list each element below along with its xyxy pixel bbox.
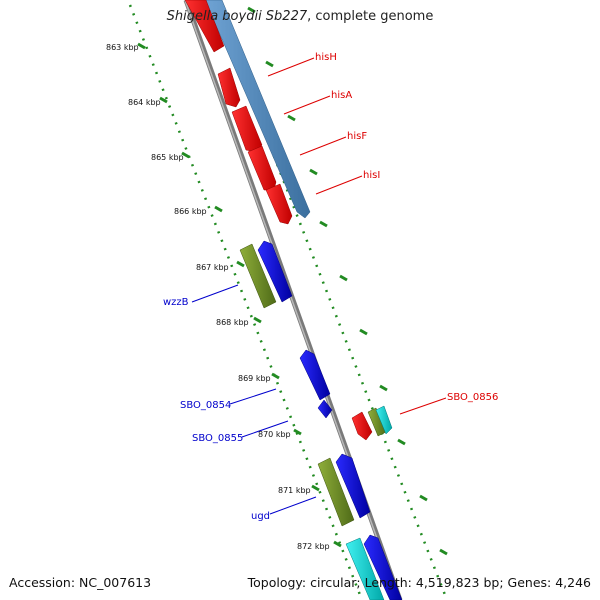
gene-label-hisH[interactable]: hisH [315, 52, 337, 63]
ruler-label-866: 866 kbp [174, 207, 207, 216]
ruler-label-869: 869 kbp [238, 374, 271, 383]
gene-blue-ugd [335, 453, 371, 519]
gene-cyan-bottom [345, 537, 385, 600]
ruler-label-865: 865 kbp [151, 153, 184, 162]
steel-blue-gene-bar [204, 0, 311, 219]
gene-red-sbo0856 [351, 411, 373, 441]
ruler-tick-marks [137, 6, 448, 556]
gene-label-SBO_0856[interactable]: SBO_0856 [447, 392, 498, 403]
gene-his-2 [217, 67, 241, 108]
gene-label-SBO_0855[interactable]: SBO_0855 [192, 433, 243, 444]
gene-label-hisI[interactable]: hisI [363, 170, 380, 181]
ruler-label-863: 863 kbp [106, 43, 139, 52]
gene-label-SBO_0854[interactable]: SBO_0854 [180, 400, 231, 411]
gene-label-ugd[interactable]: ugd [251, 511, 270, 522]
left-dotted-track [128, 4, 364, 600]
gene-green-867 [239, 243, 277, 309]
gene-blue-sbo0855 [317, 399, 333, 419]
gene-blue-867 [257, 240, 293, 303]
right-dotted-track [213, 4, 449, 600]
accession-text: Accession: NC_007613 [9, 575, 152, 590]
ruler-label-868: 868 kbp [216, 318, 249, 327]
gene-blue-sbo0854 [299, 349, 331, 401]
ruler-label-867: 867 kbp [196, 263, 229, 272]
gene-green-ugd [317, 457, 355, 527]
gene-label-hisA[interactable]: hisA [331, 90, 352, 101]
ruler-label-872: 872 kbp [297, 542, 330, 551]
organism-name: Shigella boydii Sb227 [166, 9, 308, 24]
gene-cyan-sbo0856 [375, 405, 393, 435]
ruler-label-870: 870 kbp [258, 430, 291, 439]
ruler-label-864: 864 kbp [128, 98, 161, 107]
gene-his-1 [184, 0, 225, 53]
gene-label-hisF[interactable]: hisF [347, 131, 367, 142]
map-title: Shigella boydii Sb227, complete genome [0, 9, 600, 24]
gene-label-wzzB[interactable]: wzzB [163, 297, 189, 308]
blue-label-leaders [191, 284, 317, 515]
topology-text: Topology: circular; Length: 4,519,823 bp… [247, 575, 591, 590]
title-suffix: , complete genome [307, 9, 434, 24]
ruler-label-871: 871 kbp [278, 486, 311, 495]
gene-his-5 [265, 183, 293, 225]
red-label-leaders [267, 57, 447, 415]
gene-blue-bottom [363, 534, 403, 600]
